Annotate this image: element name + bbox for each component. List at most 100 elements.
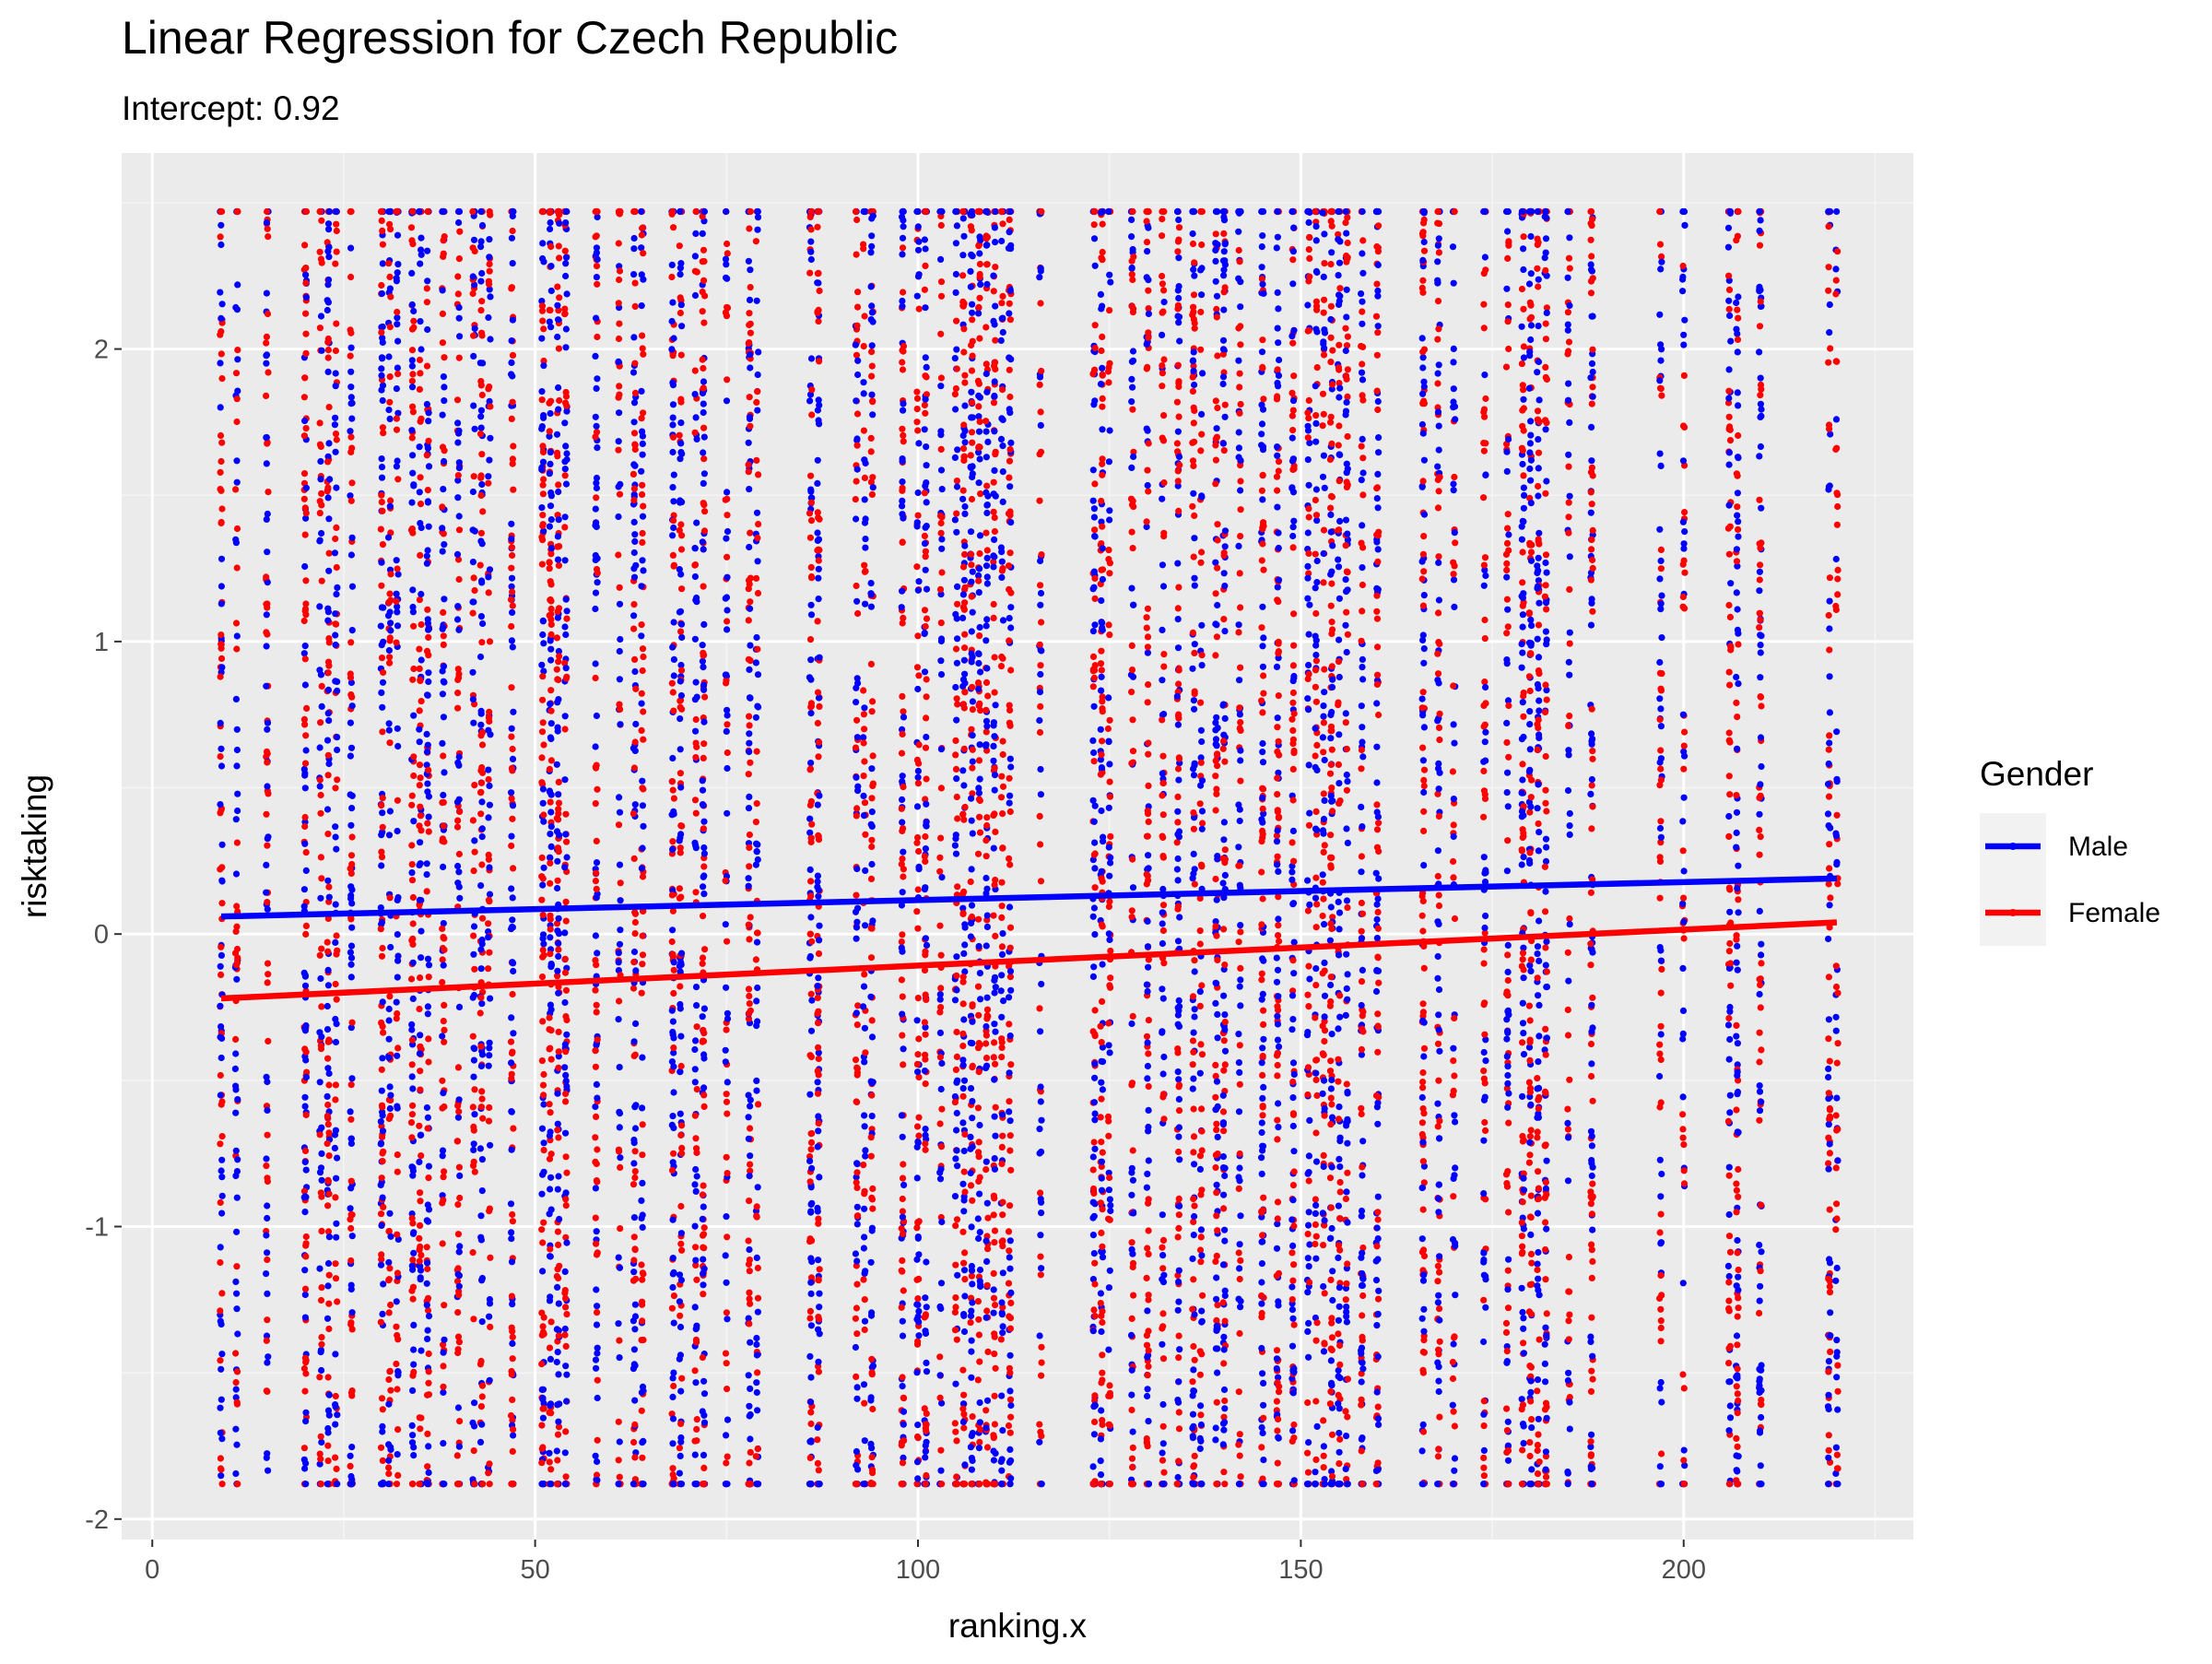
male-point (954, 635, 960, 642)
male-point (938, 1060, 945, 1067)
male-point (440, 412, 446, 419)
male-point (456, 315, 463, 322)
female-point (555, 208, 561, 215)
male-point (470, 951, 477, 958)
male-point (477, 1212, 484, 1219)
female-point (899, 1304, 905, 1311)
female-point (724, 1099, 730, 1105)
male-point (408, 270, 415, 277)
female-point (669, 1167, 676, 1174)
female-point (632, 442, 639, 448)
male-point (677, 608, 683, 615)
male-point (670, 1217, 677, 1223)
female-point (394, 1232, 400, 1238)
male-point (387, 208, 394, 215)
male-point (349, 1233, 356, 1239)
female-point (594, 334, 600, 340)
male-point (938, 466, 945, 473)
female-point (387, 293, 394, 300)
female-point (914, 926, 921, 932)
female-point (510, 352, 516, 359)
male-point (386, 1006, 393, 1012)
male-point (477, 208, 484, 215)
male-point (693, 984, 700, 990)
female-point (303, 1233, 310, 1240)
male-point (418, 656, 425, 663)
male-point (563, 1398, 570, 1404)
male-point (380, 397, 386, 404)
female-point (556, 1048, 562, 1055)
male-point (747, 606, 753, 612)
male-point (440, 864, 446, 870)
female-point (487, 638, 493, 644)
male-point (424, 553, 430, 560)
female-point (477, 810, 484, 817)
female-point (677, 242, 683, 249)
female-point (318, 1003, 324, 1009)
female-point (218, 944, 224, 950)
female-point (630, 959, 637, 965)
female-point (869, 1017, 876, 1023)
female-point (441, 251, 447, 257)
female-point (677, 1421, 684, 1427)
male-point (954, 222, 960, 229)
female-point (746, 985, 752, 992)
male-point (954, 1110, 960, 1116)
male-point (379, 1088, 385, 1094)
male-point (218, 878, 225, 884)
female-point (815, 618, 821, 624)
male-point (630, 1269, 637, 1275)
male-point (562, 1449, 569, 1456)
male-point (961, 679, 968, 686)
female-point (563, 1017, 570, 1023)
male-point (547, 1132, 553, 1139)
male-point (952, 997, 959, 1003)
male-point (441, 397, 447, 404)
male-point (561, 999, 568, 1006)
female-point (953, 1067, 959, 1073)
male-point (562, 1130, 569, 1137)
female-point (510, 603, 516, 609)
male-point (594, 579, 601, 585)
female-point (668, 274, 675, 280)
female-point (418, 698, 425, 704)
female-point (747, 1008, 754, 1014)
male-point (232, 304, 239, 311)
male-point (410, 713, 417, 719)
male-point (594, 385, 600, 392)
female-point (333, 1393, 339, 1399)
male-point (485, 767, 491, 773)
female-point (541, 1315, 547, 1321)
male-point (379, 475, 385, 481)
male-point (456, 1444, 463, 1450)
male-point (325, 717, 332, 724)
male-point (954, 483, 960, 490)
male-point (754, 1018, 760, 1024)
male-point (669, 926, 676, 933)
female-point (394, 1426, 401, 1433)
female-point (265, 311, 271, 317)
female-point (670, 1383, 677, 1389)
female-point (509, 552, 515, 559)
female-point (455, 1292, 462, 1298)
female-point (317, 810, 324, 817)
male-point (510, 1030, 516, 1036)
female-point (324, 831, 331, 837)
male-point (753, 1341, 759, 1348)
male-point (424, 401, 430, 407)
female-point (318, 875, 324, 881)
female-point (631, 1422, 638, 1428)
female-point (548, 1056, 555, 1063)
male-point (562, 1072, 569, 1079)
female-point (961, 1276, 968, 1282)
male-point (678, 1230, 685, 1236)
female-point (379, 1067, 385, 1073)
female-point (630, 1181, 637, 1187)
female-point (806, 1315, 813, 1321)
female-point (900, 438, 907, 444)
male-point (394, 232, 401, 239)
male-point (677, 260, 684, 266)
female-point (861, 739, 867, 746)
male-point (563, 1083, 570, 1090)
female-point (539, 318, 546, 325)
